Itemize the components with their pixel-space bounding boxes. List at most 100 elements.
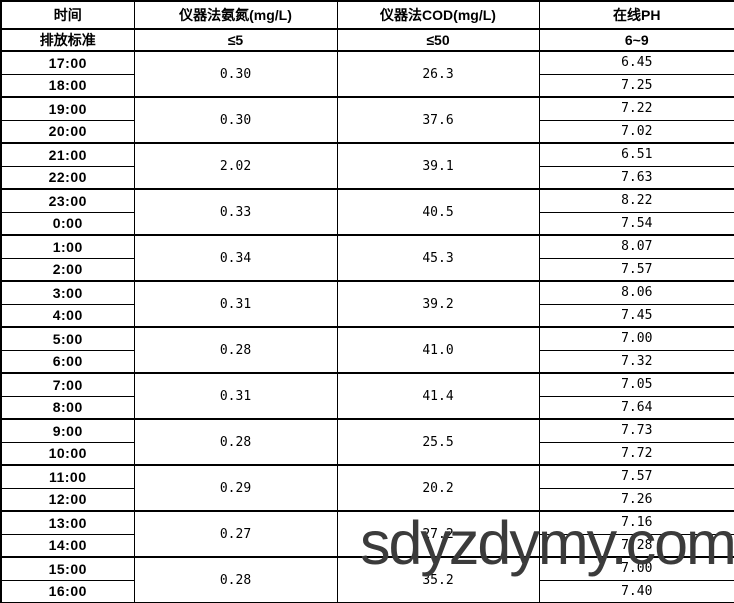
time-cell: 5:00 — [0, 326, 135, 351]
ph-cell: 6.45 — [538, 50, 734, 75]
time-cell: 3:00 — [0, 280, 135, 305]
time-cell: 21:00 — [0, 142, 135, 167]
cod-cell: 37.6 — [336, 96, 540, 144]
standard-cod: ≤50 — [336, 28, 540, 52]
ph-cell: 7.64 — [538, 395, 734, 420]
cod-cell: 39.1 — [336, 142, 540, 190]
header-ammonia: 仪器法氨氮(mg/L) — [133, 0, 338, 30]
ph-cell: 7.26 — [538, 487, 734, 512]
ammonia-cell: 0.31 — [133, 280, 338, 328]
time-cell: 19:00 — [0, 96, 135, 121]
ammonia-cell: 0.28 — [133, 326, 338, 374]
standard-ammonia: ≤5 — [133, 28, 338, 52]
cod-cell: 41.0 — [336, 326, 540, 374]
time-row: 12:00 7.26 — [0, 487, 734, 512]
time-row: 4:00 7.45 — [0, 303, 734, 328]
ph-cell: 7.73 — [538, 418, 734, 443]
header-cod: 仪器法COD(mg/L) — [336, 0, 540, 30]
time-row: 14:00 7.28 — [0, 533, 734, 558]
time-row: 19:00 0.30 37.6 7.22 — [0, 96, 734, 144]
time-row: 21:00 2.02 39.1 6.51 — [0, 142, 734, 190]
time-row: 11:00 0.29 20.2 7.57 — [0, 464, 734, 512]
ammonia-cell: 0.30 — [133, 96, 338, 144]
ammonia-cell: 0.28 — [133, 418, 338, 466]
ammonia-cell: 2.02 — [133, 142, 338, 190]
time-row: 9:00 0.28 25.5 7.73 — [0, 418, 734, 466]
ph-cell: 7.00 — [538, 556, 734, 581]
time-row: 18:00 7.25 — [0, 73, 734, 98]
ph-cell: 7.40 — [538, 579, 734, 603]
time-cell: 17:00 — [0, 50, 135, 75]
time-row: 7:00 0.31 41.4 7.05 — [0, 372, 734, 420]
time-cell: 22:00 — [0, 165, 135, 190]
cod-cell: 27.2 — [336, 510, 540, 558]
ammonia-cell: 0.34 — [133, 234, 338, 282]
ph-cell: 7.02 — [538, 119, 734, 144]
time-cell: 15:00 — [0, 556, 135, 581]
header-row: 时间 仪器法氨氮(mg/L) 仪器法COD(mg/L) 在线PH — [0, 0, 734, 30]
cod-cell: 39.2 — [336, 280, 540, 328]
time-cell: 14:00 — [0, 533, 135, 558]
ph-cell: 8.06 — [538, 280, 734, 305]
time-row: 17:00 0.30 26.3 6.45 — [0, 50, 734, 98]
time-row: 16:00 7.40 — [0, 579, 734, 603]
time-cell: 2:00 — [0, 257, 135, 282]
ph-cell: 6.51 — [538, 142, 734, 167]
ammonia-cell: 0.29 — [133, 464, 338, 512]
time-cell: 13:00 — [0, 510, 135, 535]
ph-cell: 7.72 — [538, 441, 734, 466]
time-cell: 12:00 — [0, 487, 135, 512]
cod-cell: 35.2 — [336, 556, 540, 603]
time-row: 8:00 7.64 — [0, 395, 734, 420]
cod-cell: 40.5 — [336, 188, 540, 236]
time-cell: 0:00 — [0, 211, 135, 236]
time-cell: 4:00 — [0, 303, 135, 328]
time-cell: 7:00 — [0, 372, 135, 397]
time-row: 23:00 0.33 40.5 8.22 — [0, 188, 734, 236]
ammonia-cell: 0.31 — [133, 372, 338, 420]
time-cell: 8:00 — [0, 395, 135, 420]
table-body: 17:00 0.30 26.3 6.45 18:00 7.25 19:00 0.30 37.6 7… — [0, 50, 734, 603]
time-cell: 16:00 — [0, 579, 135, 603]
standard-ph: 6~9 — [538, 28, 734, 52]
ph-cell: 8.22 — [538, 188, 734, 213]
ph-cell: 7.45 — [538, 303, 734, 328]
header-time: 时间 — [0, 0, 135, 30]
ph-cell: 7.00 — [538, 326, 734, 351]
ammonia-cell: 0.33 — [133, 188, 338, 236]
time-cell: 23:00 — [0, 188, 135, 213]
ph-cell: 7.05 — [538, 372, 734, 397]
time-row: 3:00 0.31 39.2 8.06 — [0, 280, 734, 328]
ammonia-cell: 0.30 — [133, 50, 338, 98]
ph-cell: 7.63 — [538, 165, 734, 190]
ammonia-cell: 0.28 — [133, 556, 338, 603]
time-row: 13:00 0.27 27.2 7.16 — [0, 510, 734, 558]
time-cell: 20:00 — [0, 119, 135, 144]
time-row: 2:00 7.57 — [0, 257, 734, 282]
ph-cell: 7.54 — [538, 211, 734, 236]
time-cell: 11:00 — [0, 464, 135, 489]
cod-cell: 20.2 — [336, 464, 540, 512]
time-cell: 9:00 — [0, 418, 135, 443]
ph-cell: 7.16 — [538, 510, 734, 535]
time-cell: 1:00 — [0, 234, 135, 259]
cod-cell: 25.5 — [336, 418, 540, 466]
time-cell: 18:00 — [0, 73, 135, 98]
time-row: 0:00 7.54 — [0, 211, 734, 236]
time-cell: 10:00 — [0, 441, 135, 466]
standards-label: 排放标准 — [0, 28, 135, 52]
ph-cell: 7.28 — [538, 533, 734, 558]
time-row: 5:00 0.28 41.0 7.00 — [0, 326, 734, 374]
time-row: 15:00 0.28 35.2 7.00 — [0, 556, 734, 603]
cod-cell: 45.3 — [336, 234, 540, 282]
time-row: 22:00 7.63 — [0, 165, 734, 190]
cod-cell: 41.4 — [336, 372, 540, 420]
time-row: 1:00 0.34 45.3 8.07 — [0, 234, 734, 282]
cod-cell: 26.3 — [336, 50, 540, 98]
time-row: 10:00 7.72 — [0, 441, 734, 466]
ph-cell: 7.25 — [538, 73, 734, 98]
ph-cell: 8.07 — [538, 234, 734, 259]
time-cell: 6:00 — [0, 349, 135, 374]
time-row: 6:00 7.32 — [0, 349, 734, 374]
